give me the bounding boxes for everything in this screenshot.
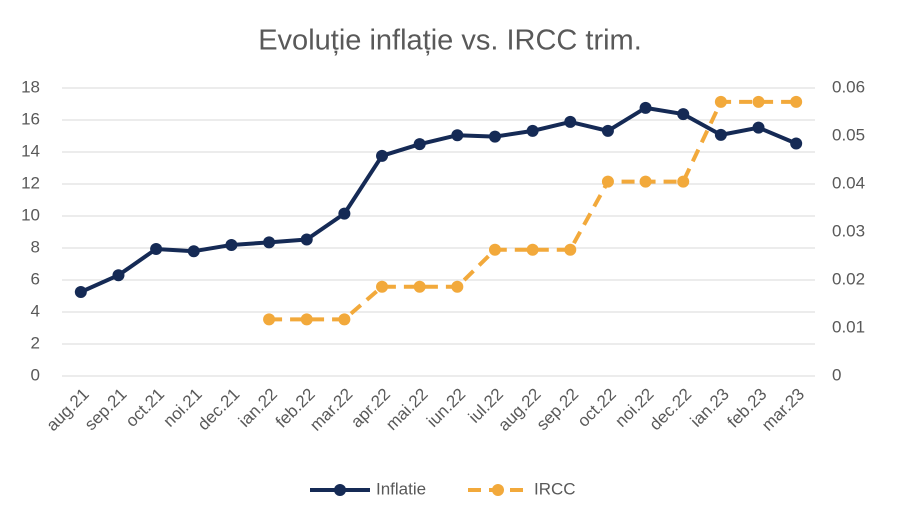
y2-tick-label: 0.04 bbox=[832, 173, 865, 192]
point bbox=[376, 280, 389, 293]
point bbox=[677, 175, 690, 188]
legend-label: IRCC bbox=[534, 479, 576, 498]
point bbox=[338, 313, 351, 326]
point bbox=[714, 95, 727, 108]
y2-tick-label: 0.06 bbox=[832, 77, 865, 96]
y-tick-label: 10 bbox=[21, 205, 40, 224]
point bbox=[300, 233, 313, 246]
x-tick-label: mai.22 bbox=[382, 385, 432, 435]
point bbox=[376, 149, 389, 162]
y2-tick-label: 0 bbox=[832, 365, 841, 384]
point bbox=[526, 124, 539, 137]
legend-label: Inflatie bbox=[376, 479, 426, 498]
point bbox=[263, 236, 276, 249]
point bbox=[413, 280, 426, 293]
x-tick-label: sep.21 bbox=[81, 385, 131, 435]
point bbox=[601, 175, 614, 188]
y2-tick-label: 0.05 bbox=[832, 125, 865, 144]
chart-title: Evoluție inflație vs. IRCC trim. bbox=[258, 25, 642, 57]
point bbox=[790, 137, 803, 150]
y-tick-label: 12 bbox=[21, 173, 40, 192]
point bbox=[564, 115, 577, 128]
y-tick-label: 2 bbox=[31, 333, 40, 352]
legend-marker bbox=[334, 484, 346, 496]
point bbox=[526, 243, 539, 256]
point bbox=[639, 101, 652, 114]
series-line bbox=[80, 105, 797, 294]
y-tick-label: 6 bbox=[31, 269, 40, 288]
point bbox=[451, 129, 464, 142]
y-tick-label: 16 bbox=[21, 109, 40, 128]
x-tick-label: iun.22 bbox=[423, 385, 469, 431]
point bbox=[677, 108, 690, 121]
x-tick-label: aug.22 bbox=[494, 385, 544, 435]
point bbox=[752, 95, 765, 108]
series-line bbox=[269, 99, 797, 322]
y-tick-label: 18 bbox=[21, 77, 40, 96]
point bbox=[752, 121, 765, 134]
x-tick-label: ian.23 bbox=[687, 385, 733, 431]
point bbox=[263, 313, 276, 326]
x-tick-label: dec.22 bbox=[646, 385, 696, 435]
point bbox=[488, 243, 501, 256]
point bbox=[488, 130, 501, 143]
point bbox=[564, 243, 577, 256]
legend-marker bbox=[492, 484, 504, 496]
x-tick-label: oct.21 bbox=[122, 385, 168, 431]
x-tick-label: ian.22 bbox=[235, 385, 281, 431]
point bbox=[187, 245, 200, 258]
point bbox=[639, 175, 652, 188]
point bbox=[601, 124, 614, 137]
point bbox=[74, 286, 87, 298]
x-tick-label: aug.21 bbox=[43, 385, 93, 435]
point bbox=[338, 207, 351, 220]
point bbox=[112, 269, 125, 282]
y-tick-label: 14 bbox=[21, 141, 40, 160]
x-tick-label: sep.22 bbox=[533, 385, 583, 435]
point bbox=[225, 238, 238, 251]
point bbox=[451, 280, 464, 293]
x-tick-label: dec.21 bbox=[194, 385, 244, 435]
x-tick-label: mar.23 bbox=[758, 385, 808, 435]
point bbox=[150, 242, 163, 255]
x-tick-label: mar.22 bbox=[306, 385, 356, 435]
point bbox=[300, 313, 313, 326]
y-tick-label: 4 bbox=[31, 301, 40, 320]
point bbox=[790, 95, 803, 108]
point bbox=[413, 138, 426, 151]
y2-tick-label: 0.02 bbox=[832, 269, 865, 288]
x-tick-label: oct.22 bbox=[574, 385, 620, 431]
y-tick-label: 0 bbox=[31, 365, 40, 384]
point bbox=[714, 128, 727, 141]
y2-tick-label: 0.03 bbox=[832, 221, 865, 240]
y-tick-label: 8 bbox=[31, 237, 40, 256]
y2-tick-label: 0.01 bbox=[832, 317, 865, 336]
